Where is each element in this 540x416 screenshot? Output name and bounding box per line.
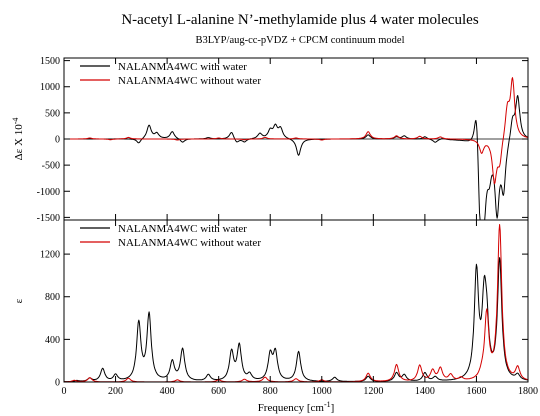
x-tick-label: 1000 bbox=[312, 386, 332, 397]
y-tick-label: 1000 bbox=[40, 82, 60, 93]
y-axis-label: Δε X 10-4 bbox=[11, 118, 25, 161]
chart-title: N-acetyl L-alanine N’-methylamide plus 4… bbox=[121, 12, 479, 28]
series-without-water-line bbox=[64, 77, 529, 185]
y-tick-label: 800 bbox=[45, 292, 60, 303]
y-tick-label: -500 bbox=[42, 161, 60, 172]
series-with-water-line bbox=[63, 257, 529, 383]
y-tick-label: 500 bbox=[45, 108, 60, 119]
chart-subtitle: B3LYP/aug-cc-pVDZ + CPCM continuum model bbox=[195, 35, 404, 46]
x-tick-label: 400 bbox=[160, 386, 175, 397]
y-tick-label: -1500 bbox=[37, 213, 60, 224]
y-axis-label: ε bbox=[13, 298, 25, 303]
y-tick-label: 0 bbox=[55, 378, 60, 389]
x-axis-label: Frequency [cm-1] bbox=[258, 400, 335, 414]
legend-label: NALANMA4WC without water bbox=[118, 75, 261, 87]
x-tick-label: 1600 bbox=[466, 386, 486, 397]
legend-label: NALANMA4WC with water bbox=[118, 223, 247, 235]
bottom-panel: 0 400 800 1200 0 200 400 600 800 1000 1200 1400 1600… bbox=[13, 219, 538, 397]
plot-frame bbox=[63, 219, 529, 383]
x-tick-label: 0 bbox=[62, 386, 67, 397]
y-tick-label: 400 bbox=[45, 335, 60, 346]
legend-label: NALANMA4WC without water bbox=[118, 237, 261, 249]
y-tick-label: -1000 bbox=[37, 187, 60, 198]
x-tick-label: 1800 bbox=[518, 386, 538, 397]
x-tick-label: 800 bbox=[263, 386, 278, 397]
x-tick-label: 1400 bbox=[415, 386, 435, 397]
y-tick-label: 0 bbox=[55, 135, 60, 146]
x-tick-label: 1200 bbox=[363, 386, 383, 397]
y-tick-label: 1500 bbox=[40, 56, 60, 67]
y-tick-label: 1200 bbox=[40, 250, 60, 261]
series-with-water-line bbox=[64, 95, 529, 221]
top-panel: -1500 -1000 -500 0 500 1000 1500 Δε X 10-4 NALAN… bbox=[11, 56, 529, 224]
x-tick-label: 200 bbox=[108, 386, 123, 397]
legend-label: NALANMA4WC with water bbox=[118, 61, 247, 73]
x-tick-label: 600 bbox=[211, 386, 226, 397]
